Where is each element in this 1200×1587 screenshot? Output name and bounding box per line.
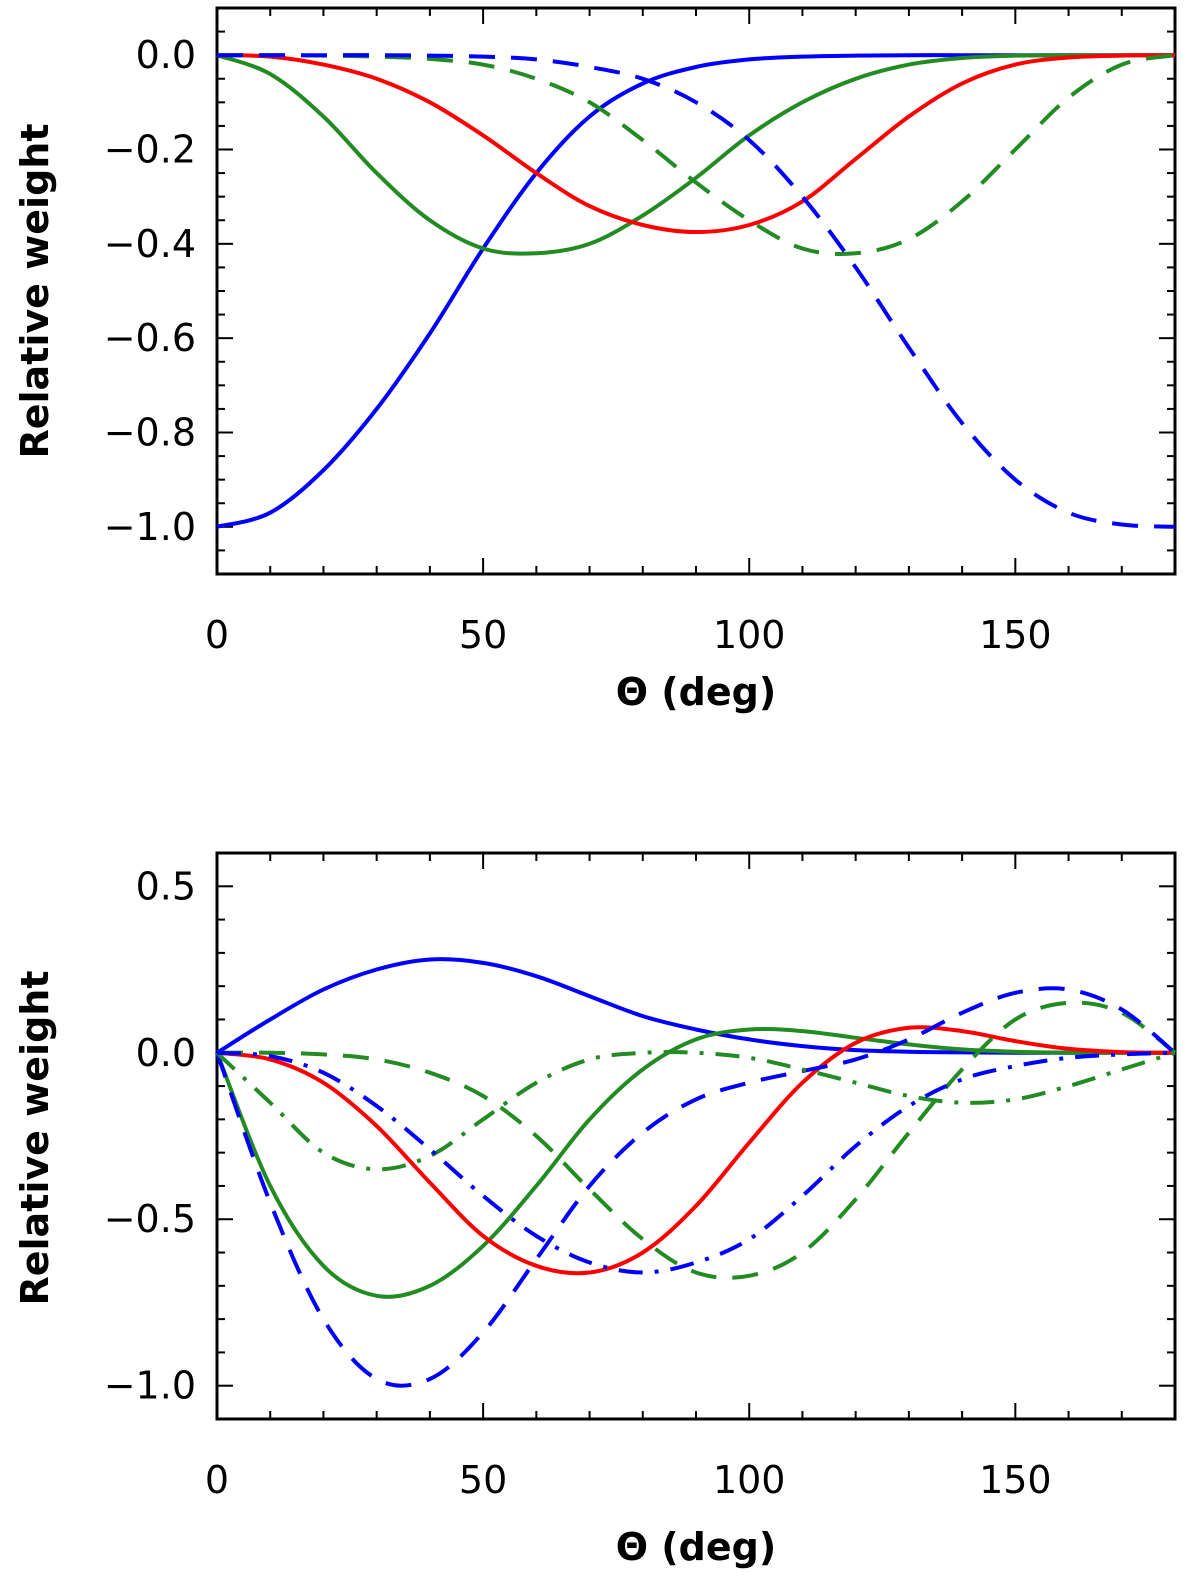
x-tick-labels: 0 50 100 150 [205,613,1052,657]
x-tick-label: 150 [979,1458,1052,1502]
series-line-4 [215,986,1177,1388]
y-axis-title: Relative weight [13,124,57,459]
series-line-2 [216,53,1176,234]
y-axis-title: Relative weight [13,971,57,1306]
y-tick-label: 0.0 [136,1031,196,1075]
x-tick-labels: 0 50 100 150 [205,1458,1052,1502]
plot-frame [215,6,1177,576]
series-line-3 [216,1000,1177,1280]
y-tick-label: −0.4 [104,222,196,266]
series-line-0 [216,53,1175,529]
y-tick-labels: 0.0 −0.2 −0.4 −0.6 −0.8 −1.0 [104,33,196,549]
series-line-2 [216,1025,1176,1276]
x-axis-title: Θ (deg) [616,670,776,714]
y-tick-label: −1.0 [104,505,196,549]
y-tick-label: −0.2 [104,128,196,172]
series-line-1 [215,1026,1175,1299]
x-tick-label: 100 [713,1458,786,1502]
series-line-3 [216,53,1176,256]
plot-frame [215,851,1177,1421]
series-group [215,957,1177,1388]
y-tick-label: 0.0 [136,33,196,77]
series-line-4 [217,53,1176,529]
x-tick-label: 50 [459,613,507,657]
bottom-panel: 0 50 100 150 0.5 0.0 −0.5 −1.0 Θ (deg) Relativ… [13,851,1177,1569]
y-tick-label: −1.0 [104,1364,196,1408]
x-tick-label: 150 [979,613,1052,657]
y-tick-label: −0.5 [104,1197,196,1241]
y-tick-labels: 0.5 0.0 −0.5 −1.0 [104,864,196,1407]
x-tick-label: 0 [205,1458,229,1502]
x-tick-label: 50 [459,1458,507,1502]
y-tick-label: −0.8 [104,411,196,455]
series-group [216,53,1176,529]
series-line-6 [216,1050,1176,1275]
y-tick-label: −0.6 [104,316,196,360]
series-line-1 [216,53,1175,256]
x-tick-label: 100 [713,613,786,657]
axis-ticks [216,852,1176,1420]
x-axis-title: Θ (deg) [616,1525,776,1569]
axis-ticks [216,7,1176,575]
x-tick-label: 0 [205,613,229,657]
y-tick-label: 0.5 [136,864,196,908]
top-panel: 0 50 100 150 0.0 −0.2 −0.4 −0.6 −0.8 −1.0 Θ (deg… [13,6,1177,714]
